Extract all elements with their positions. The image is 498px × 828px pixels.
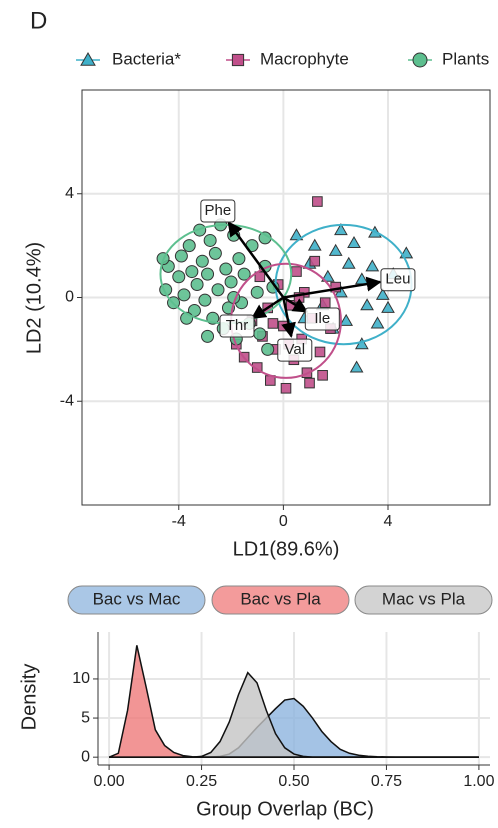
point xyxy=(341,256,356,269)
point xyxy=(280,382,292,394)
point xyxy=(251,362,263,373)
loading-label-box xyxy=(277,338,313,362)
point xyxy=(190,278,204,292)
point xyxy=(314,346,326,358)
point xyxy=(370,316,385,329)
x-tick-label: 0.50 xyxy=(278,773,309,790)
legend-symbol xyxy=(80,51,96,66)
point xyxy=(317,370,328,381)
loading-arrow xyxy=(283,276,382,299)
point xyxy=(250,285,264,299)
y-tick-label: 4 xyxy=(65,185,74,202)
panel-label: D xyxy=(30,7,47,34)
point xyxy=(254,271,266,283)
point xyxy=(360,298,374,311)
point xyxy=(381,300,395,313)
loading-label-box xyxy=(304,307,340,331)
legend-label: Bacteria* xyxy=(112,49,181,68)
loading-arrow xyxy=(227,221,285,299)
y-tick-label: 0 xyxy=(81,748,90,765)
point xyxy=(203,233,217,247)
point xyxy=(185,265,199,279)
y-tick-label: 5 xyxy=(81,709,90,726)
point xyxy=(232,252,246,266)
density-area xyxy=(108,645,479,758)
loading-label: Phe xyxy=(204,202,231,219)
point xyxy=(198,293,212,307)
point xyxy=(267,318,279,329)
point xyxy=(347,236,361,249)
plot-border xyxy=(81,89,491,506)
loading-label: Leu xyxy=(385,271,410,288)
x-axis-label: LD1(89.6%) xyxy=(233,538,340,560)
loading-label-box xyxy=(200,199,236,223)
loading-arrow xyxy=(281,297,296,338)
x-tick-label: 0.00 xyxy=(94,773,125,790)
point xyxy=(174,249,188,263)
y-tick-label: -4 xyxy=(60,392,74,409)
point xyxy=(328,243,343,256)
legend-label: Bac vs Mac xyxy=(93,589,181,608)
point xyxy=(182,239,196,253)
loading-arrow xyxy=(282,296,309,313)
point xyxy=(339,313,354,326)
x-tick-label: 1.00 xyxy=(463,773,494,790)
point xyxy=(237,267,251,281)
point xyxy=(320,269,335,282)
legend-label: Plants xyxy=(442,49,489,68)
point xyxy=(208,246,222,260)
legend-label: Macrophyte xyxy=(260,49,349,68)
loading-label-box xyxy=(380,268,416,292)
point xyxy=(211,283,225,297)
y-tick-label: 0 xyxy=(65,289,74,306)
loading-arrow xyxy=(250,296,285,320)
y-tick-label: 10 xyxy=(72,670,90,687)
y-axis-label: Density xyxy=(18,664,40,731)
legend-chip xyxy=(211,585,350,615)
point xyxy=(261,342,275,356)
x-tick-label: 0.25 xyxy=(186,773,217,790)
point xyxy=(312,196,323,207)
loading-label: Thr xyxy=(226,317,249,334)
point xyxy=(365,259,380,272)
legend-chip xyxy=(354,585,493,615)
point xyxy=(319,297,331,308)
point xyxy=(304,377,315,389)
legend-label: Bac vs Pla xyxy=(240,589,321,608)
y-axis-label: LD2 (10.4%) xyxy=(23,242,45,354)
x-tick-label: 0 xyxy=(279,513,288,530)
point xyxy=(309,255,321,267)
legend-symbol xyxy=(412,52,428,68)
x-tick-label: 0.75 xyxy=(371,773,402,790)
x-axis-label: Group Overlap (BC) xyxy=(196,798,374,820)
loading-label-box xyxy=(219,314,255,338)
legend-symbol xyxy=(231,53,245,67)
point xyxy=(349,360,364,373)
loading-label: Val xyxy=(285,341,306,358)
x-tick-label: -4 xyxy=(172,513,186,530)
point xyxy=(278,320,289,332)
x-tick-label: 4 xyxy=(384,513,393,530)
point xyxy=(289,228,304,241)
point xyxy=(307,238,322,251)
point xyxy=(224,275,238,289)
point xyxy=(219,262,233,276)
point xyxy=(375,287,390,300)
point xyxy=(201,267,215,281)
point xyxy=(291,266,302,277)
legend-chip xyxy=(67,585,206,615)
point xyxy=(195,254,209,268)
point xyxy=(201,329,215,343)
point xyxy=(334,223,348,236)
point xyxy=(172,270,186,284)
loading-label: Ile xyxy=(314,310,330,327)
point xyxy=(253,327,267,341)
point xyxy=(177,288,191,302)
legend-label: Mac vs Pla xyxy=(382,589,466,608)
